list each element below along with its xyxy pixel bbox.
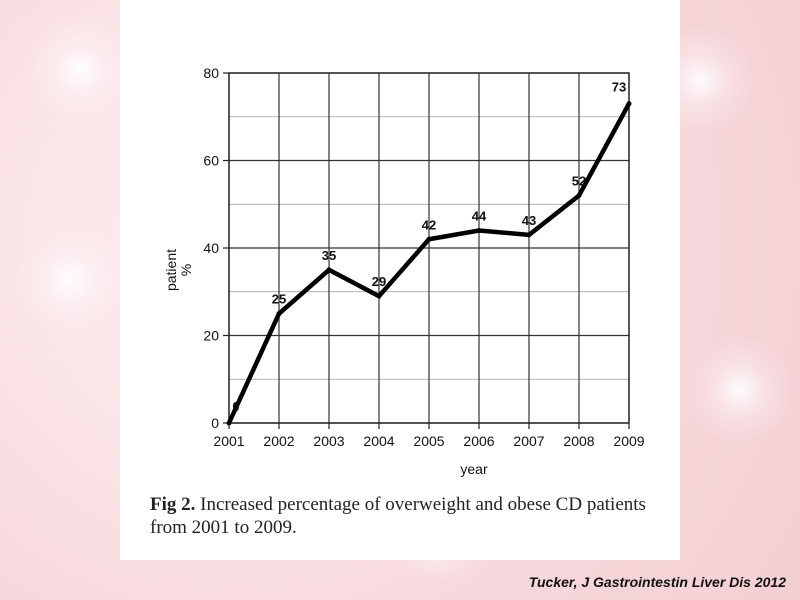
- data-point: [576, 193, 582, 198]
- data-point: [276, 311, 282, 317]
- data-point: [226, 420, 232, 426]
- data-point: [526, 232, 532, 238]
- data-point: [326, 267, 332, 273]
- data-point: [476, 228, 482, 233]
- x-tick-label: 2009: [613, 433, 644, 449]
- y-axis-title: patient%: [163, 249, 194, 291]
- y-tick-label: 0: [211, 415, 219, 431]
- data-point: [626, 101, 632, 107]
- data-label: 44: [472, 209, 487, 224]
- y-tick-label: 60: [203, 153, 219, 169]
- data-label: 35: [322, 248, 336, 263]
- y-tick-label: 40: [203, 240, 219, 256]
- data-label: 0: [232, 399, 239, 414]
- x-tick-label: 2007: [513, 433, 544, 449]
- x-tick-label: 2005: [413, 433, 444, 449]
- x-tick-label: 2001: [213, 433, 244, 449]
- y-tick-label: 80: [203, 65, 219, 81]
- data-label: 73: [612, 80, 626, 95]
- data-label: 42: [422, 217, 436, 232]
- data-label: 43: [522, 213, 536, 228]
- figure-label: Fig 2.: [150, 494, 196, 515]
- x-tick-label: 2002: [263, 433, 294, 449]
- background-sparkle: [680, 330, 800, 450]
- x-tick-label: 2008: [563, 433, 594, 449]
- caption-text: Increased percentage of overweight and o…: [150, 494, 646, 538]
- data-point: [376, 293, 382, 299]
- x-tick-label: 2004: [363, 433, 394, 449]
- citation: Tucker, J Gastrointestin Liver Dis 2012: [528, 574, 786, 590]
- data-label: 25: [272, 292, 286, 307]
- y-tick-label: 20: [203, 328, 219, 344]
- x-tick-label: 2006: [463, 433, 494, 449]
- data-point: [426, 236, 432, 242]
- figure-caption: Fig 2. Increased percentage of overweigh…: [150, 493, 670, 539]
- data-label: 29: [372, 274, 386, 289]
- data-label: 52: [572, 174, 586, 189]
- figure-panel: [120, 0, 680, 560]
- background-sparkle: [10, 220, 130, 340]
- x-tick-label: 2003: [313, 433, 344, 449]
- x-axis-title: year: [460, 461, 488, 477]
